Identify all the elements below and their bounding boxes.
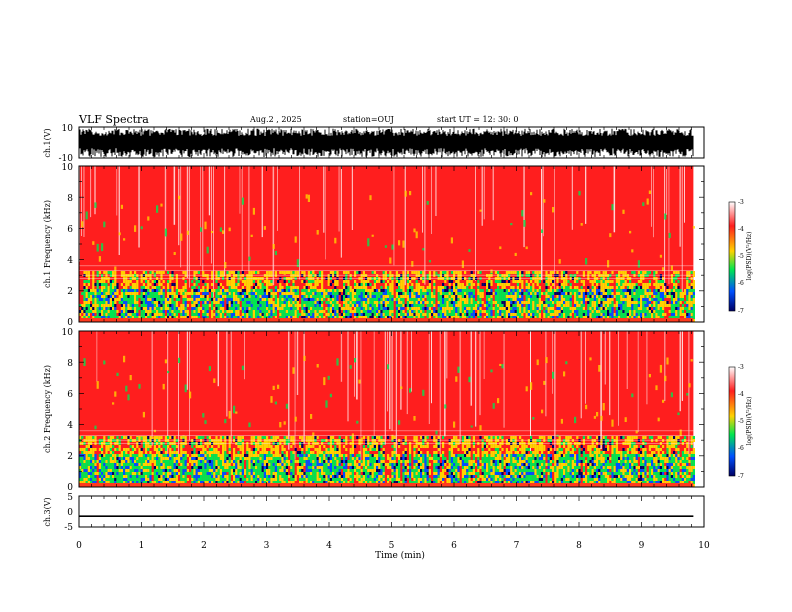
date-label: Aug.2 , 2025: [249, 115, 302, 124]
x-axis-tick-labels: 0 1 2 3 4 5 6 7 8 9 10: [76, 541, 710, 551]
start-time-label: start UT = 12: 30: 0: [437, 115, 518, 124]
ch1-colorbar-label: log(PSD)(V²/Hz): [746, 232, 753, 281]
ch1-spec-ytick-10: 10: [62, 163, 74, 173]
ch2-spec-ytick-2: 2: [67, 452, 73, 462]
ch3-waveform-panel: 5 0 -5 ch.3(V): [43, 493, 705, 533]
ch1-colorbar-gradient: [728, 201, 736, 312]
axis-tick-marks: [78, 127, 705, 527]
ch3-wave-ytick-minus5: -5: [64, 523, 73, 533]
ch1-wave-ytick-bottom: -10: [59, 154, 74, 164]
ch2-spec-ytick-4: 4: [67, 421, 73, 431]
ch2-cb-tick-6: -6: [738, 445, 744, 452]
x-tick-8: 8: [576, 541, 582, 551]
x-tick-6: 6: [451, 541, 457, 551]
ch2-spec-ytick-8: 8: [67, 359, 73, 369]
ch2-colorbar: -3 -4 -5 -6 -7 log(PSD)(V²/Hz): [728, 364, 753, 480]
ch2-spectrogram-panel: 10 8 6 4 2 0 ch.2 Frequency (kHz): [43, 328, 705, 493]
chart-title: VLF Spectra: [78, 113, 149, 126]
x-tick-2: 2: [201, 541, 207, 551]
x-tick-9: 9: [639, 541, 645, 551]
ch1-spec-ylabel: ch.1 Frequency (kHz): [43, 200, 52, 288]
ch1-spectrogram-panel: 10 8 6 4 2 0 ch.1 Frequency (kHz): [43, 163, 705, 328]
ch1-spec-ytick-8: 8: [67, 194, 73, 204]
ch3-wave-ylabel: ch.3(V): [43, 497, 52, 526]
ch1-spec-ytick-0: 0: [67, 318, 73, 328]
ch1-wave-ytick-top: 10: [62, 124, 74, 134]
ch1-spec-ytick-2: 2: [67, 287, 73, 297]
ch2-cb-tick-4: -4: [738, 391, 744, 398]
ch1-spectrogram-image: [79, 166, 695, 322]
ch1-cb-tick-4: -4: [738, 226, 744, 233]
ch1-waveform-trace: [78, 128, 694, 157]
ch2-spec-ytick-0: 0: [67, 483, 73, 493]
x-tick-0: 0: [76, 541, 82, 551]
ch1-colorbar: -3 -4 -5 -6 -7 log(PSD)(V²/Hz): [728, 199, 753, 315]
ch2-colorbar-label: log(PSD)(V²/Hz): [746, 397, 753, 446]
ch2-spec-ytick-10: 10: [62, 328, 74, 338]
ch2-cb-tick-3: -3: [738, 364, 744, 371]
station-label: station=OUJ: [343, 115, 394, 124]
x-tick-1: 1: [139, 541, 145, 551]
x-tick-3: 3: [264, 541, 270, 551]
x-axis-label: Time (min): [375, 550, 425, 561]
ch2-spectrogram-image: [79, 331, 695, 487]
ch2-cb-tick-7: -7: [738, 473, 744, 480]
x-tick-4: 4: [326, 541, 332, 551]
ch1-wave-ylabel: ch.1(V): [43, 128, 52, 157]
ch3-wave-ytick-5: 5: [67, 493, 73, 503]
ch1-cb-tick-5: -5: [738, 253, 744, 260]
ch1-cb-tick-6: -6: [738, 280, 744, 287]
ch1-spec-ytick-6: 6: [67, 225, 73, 235]
ch1-spec-ytick-4: 4: [67, 256, 73, 266]
x-tick-10: 10: [698, 541, 710, 551]
ch1-waveform-panel: 10 -10 ch.1(V): [43, 124, 705, 164]
ch2-spec-ytick-6: 6: [67, 390, 73, 400]
ch1-cb-tick-3: -3: [738, 199, 744, 206]
x-tick-5: 5: [389, 541, 395, 551]
ch3-wave-ytick-0: 0: [67, 508, 73, 518]
ch2-cb-tick-5: -5: [738, 418, 744, 425]
ch1-cb-tick-7: -7: [738, 308, 744, 315]
ch2-spec-ylabel: ch.2 Frequency (kHz): [43, 365, 52, 453]
x-tick-7: 7: [514, 541, 520, 551]
ch2-colorbar-gradient: [728, 366, 736, 477]
